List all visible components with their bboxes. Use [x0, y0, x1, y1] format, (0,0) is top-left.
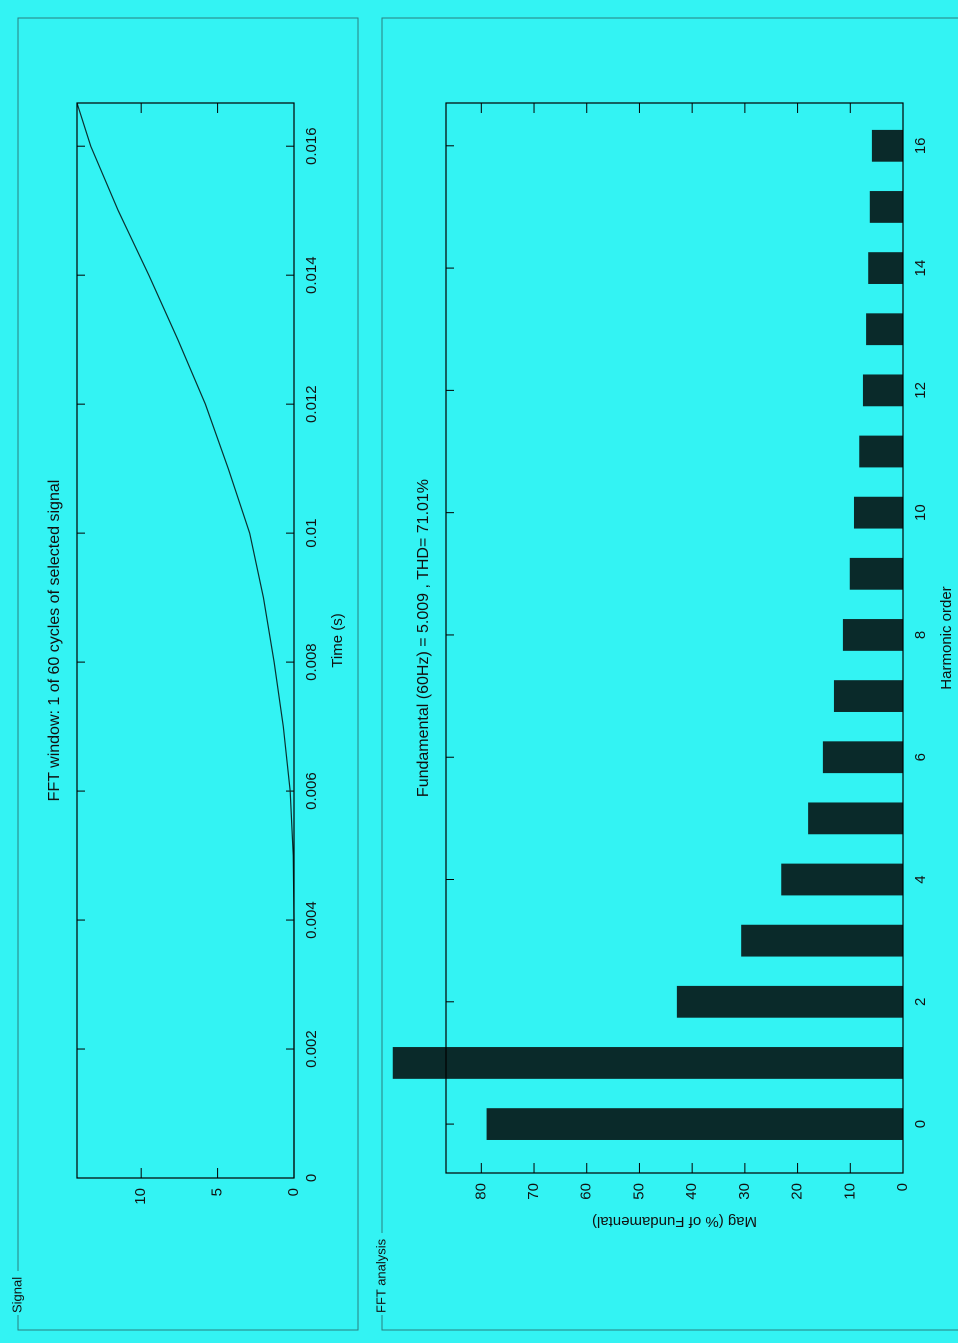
bar — [859, 435, 904, 468]
bar — [741, 924, 903, 957]
axes-box — [76, 102, 295, 1179]
rotated-view: Signal FFT analysis FFT window: 1 of 60 … — [8, 17, 958, 1331]
bar — [849, 557, 903, 590]
x-tick-label: 14 — [912, 260, 929, 277]
x-tick-label: 0.006 — [303, 772, 320, 810]
signal-line — [76, 102, 295, 1178]
x-tick-label: 2 — [912, 998, 929, 1006]
x-axis-label: Harmonic order — [938, 586, 955, 689]
x-tick-label: 10 — [912, 504, 929, 521]
bar — [853, 496, 904, 529]
y-tick-label: 10 — [841, 1183, 858, 1200]
panel-label: FFT analysis — [373, 1238, 388, 1313]
chart-title: Fundamental (60Hz) = 5.009 , THD= 71.01% — [415, 479, 432, 797]
x-tick-label: 0 — [912, 1120, 929, 1128]
bar — [833, 680, 904, 712]
y-tick-label: 10 — [132, 1188, 149, 1205]
y-tick-label: 80 — [472, 1183, 489, 1200]
bar — [868, 252, 903, 284]
y-tick-label: 30 — [736, 1183, 753, 1200]
y-tick-label: 5 — [209, 1188, 226, 1196]
x-tick-label: 4 — [912, 875, 929, 883]
x-axis-label: Time (s) — [329, 613, 346, 667]
x-tick-label: 0.008 — [303, 643, 320, 681]
x-tick-label: 0.002 — [303, 1030, 320, 1068]
bar — [842, 619, 903, 651]
axes-box — [445, 102, 904, 1174]
label-gap — [372, 1233, 392, 1315]
bar — [866, 313, 904, 346]
x-tick-label: 16 — [912, 137, 929, 154]
fft-panel — [381, 17, 958, 1331]
chart-title: FFT window: 1 of 60 cycles of selected s… — [46, 480, 63, 802]
bar — [822, 741, 904, 774]
x-tick-label: 0.012 — [303, 385, 320, 423]
bar — [781, 863, 904, 896]
y-tick-label: 50 — [630, 1183, 647, 1200]
y-tick-label: 0 — [894, 1183, 911, 1191]
x-tick-label: 6 — [912, 753, 929, 761]
y-tick-label: 0 — [285, 1188, 302, 1196]
x-tick-label: 0.014 — [303, 256, 320, 294]
bar — [486, 1108, 903, 1140]
bar — [676, 985, 903, 1018]
x-tick-label: 0.01 — [303, 519, 320, 548]
y-axis-label: Mag (% of Fundamental) — [592, 1213, 757, 1230]
panel-label: Signal — [9, 1277, 24, 1313]
y-tick-label: 40 — [683, 1183, 700, 1200]
y-tick-label: 70 — [525, 1183, 542, 1200]
x-tick-label: 0 — [303, 1174, 320, 1182]
signal-panel — [17, 17, 359, 1331]
y-tick-label: 20 — [789, 1183, 806, 1200]
x-tick-label: 0.004 — [303, 901, 320, 939]
label-gap — [8, 1271, 28, 1315]
bar — [392, 1047, 903, 1079]
x-tick-label: 8 — [912, 631, 929, 639]
bar — [869, 191, 903, 223]
y-tick-label: 60 — [578, 1183, 595, 1200]
x-tick-label: 12 — [912, 382, 929, 399]
bar — [862, 374, 903, 407]
bar — [808, 802, 903, 835]
bar — [871, 129, 904, 162]
x-tick-label: 0.016 — [303, 127, 320, 165]
